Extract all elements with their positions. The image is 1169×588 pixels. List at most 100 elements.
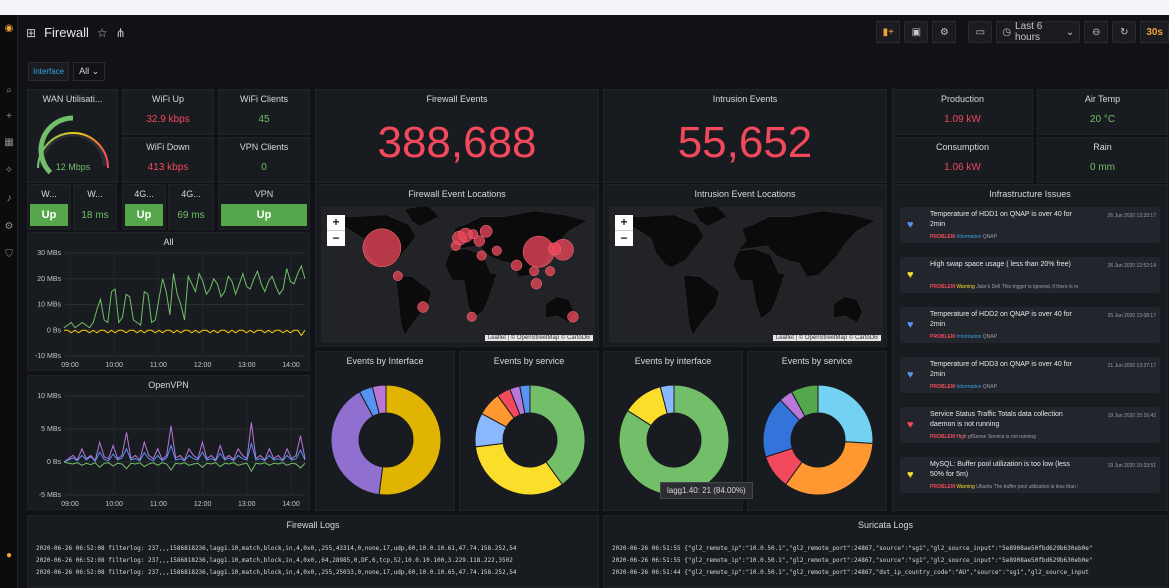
variable-select[interactable]: All ⌄ [73,62,106,81]
panel-wan-latency[interactable]: W... 18 ms [73,184,117,230]
intrusion-map[interactable]: + − Leaflet | © OpenStreetMap © CartoDB [609,207,883,343]
map-marker[interactable] [476,250,487,261]
panel-production[interactable]: Production 1.09 kW [892,89,1033,135]
pie-slice[interactable] [474,442,564,496]
panel-infrastructure-issues[interactable]: Infrastructure Issues ♥ Temperature of HD… [892,184,1168,511]
star-icon[interactable]: ☆ [96,25,108,40]
log-line[interactable]: 2020-06-26 06:52:08 filterlog: 237,,,158… [36,557,513,564]
refresh-button[interactable]: ↻ [1112,21,1137,43]
time-picker-button[interactable]: ◷ Last 6 hours ⌄ [996,21,1081,43]
map-attribution[interactable]: Leaflet | © OpenStreetMap © CartoDB [484,335,593,341]
panel-intrusion-events[interactable]: Intrusion Events 55,652 [603,89,887,183]
firewall-map[interactable]: + − Leaflet | © OpenStreetMap © CartoDB [321,207,595,343]
issue-item[interactable]: ♥ Temperature of HDD3 on QNAP is over 40 … [900,357,1160,393]
dashboard-settings-button[interactable]: ⚙ [932,21,957,43]
panel-4g-latency[interactable]: 4G... 69 ms [168,184,214,230]
pie-slice[interactable] [330,391,384,496]
refresh-interval-button[interactable]: 30s [1140,21,1169,43]
pie-slice[interactable] [659,384,675,415]
panel-wan-utilisation[interactable]: WAN Utilisati... 12 Mbps [27,89,118,183]
map-marker[interactable] [548,242,561,256]
issue-item[interactable]: ♥ Service Status Traffic Totals data coll… [900,407,1160,443]
x-tick-label: 14:00 [282,362,300,369]
panel-wifi-up[interactable]: WiFi Up 32.9 kbps [122,89,214,135]
map-marker[interactable] [473,235,485,247]
issue-item[interactable]: ♥ Temperature of HDD2 on QNAP is over 40 … [900,307,1160,343]
zoom-out-button[interactable]: − [327,230,345,246]
issue-item[interactable]: ♥ MySQL: Buffer pool utilization is too l… [900,457,1160,493]
pie-slice[interactable] [790,384,819,418]
zoom-out-button[interactable]: − [615,230,633,246]
map-marker[interactable] [567,311,579,323]
dashboard-title[interactable]: Firewall [44,25,89,40]
map-marker[interactable] [362,228,402,268]
panel-openvpn-graph[interactable]: OpenVPN 10 MBs 5 MBs 0 Bs -5 MBs 09:00 10:00 1… [27,375,310,510]
map-attribution[interactable]: Leaflet | © OpenStreetMap © CartoDB [772,335,881,341]
panel-suricata-logs[interactable]: Suricata Logs 2020-06-26 06:51:55 {"gl2_… [603,515,1168,588]
log-line[interactable]: 2020-06-26 06:51:44 {"gl2_remote_ip":"10… [612,569,1089,576]
panel-events-by-interface-1[interactable]: Events by Interface [315,351,455,511]
log-line[interactable]: 2020-06-26 06:52:08 filterlog: 237,,,158… [36,545,517,552]
log-line[interactable]: 2020-06-26 06:51:55 {"gl2_remote_ip":"10… [612,557,1093,564]
panel-rain[interactable]: Rain 0 mm [1037,137,1168,183]
map-marker[interactable] [417,301,429,313]
issue-severity: Information [956,384,982,390]
pie-slice[interactable] [371,384,387,415]
panel-consumption[interactable]: Consumption 1.06 kW [892,137,1033,183]
panel-wifi-clients[interactable]: WiFi Clients 45 [218,89,310,135]
status-up-badge: Up [125,204,163,226]
shield-icon[interactable]: ⛉ [5,249,13,260]
save-dashboard-button[interactable]: ▣ [904,21,929,43]
zoom-in-button[interactable]: + [620,215,628,229]
panel-all-graph[interactable]: All 30 MBs 20 MBs 10 MBs 0 Bs -10 MBs 09:00 10… [27,232,310,371]
panel-events-by-service-2[interactable]: Events by service [747,351,887,511]
zoom-in-button[interactable]: + [332,215,340,229]
panel-firewall-logs[interactable]: Firewall Logs 2020-06-26 06:52:08 filter… [27,515,599,588]
map-marker[interactable] [530,278,543,290]
pie-slice[interactable] [618,384,730,496]
panel-vpn-clients[interactable]: VPN Clients 0 [218,137,310,183]
map-marker[interactable] [529,266,540,277]
heart-icon: ♥ [907,219,914,231]
panel-wan-status[interactable]: W... Up [27,184,71,230]
issue-item[interactable]: ♥ Temperature of HDD1 on QNAP is over 40 … [900,207,1160,243]
cycle-view-mode-button[interactable]: ▭ [968,21,993,43]
create-icon[interactable]: + [6,111,12,122]
grafana-logo-icon[interactable]: ◉ [4,23,14,34]
search-icon[interactable]: ⌕ [6,85,12,96]
explore-icon[interactable]: ✧ [4,165,14,176]
consumption-value: 1.06 kW [944,162,981,173]
map-marker[interactable] [491,245,502,256]
map-marker[interactable] [510,259,523,271]
log-line[interactable]: 2020-06-26 06:52:08 filterlog: 237,,,158… [36,569,517,576]
issue-item[interactable]: ♥ High swap space usage ( less than 20% f… [900,257,1160,293]
user-avatar-icon[interactable]: ● [5,550,13,561]
panel-firewall-events[interactable]: Firewall Events 388,688 [315,89,599,183]
map-marker[interactable] [479,224,493,238]
map-marker[interactable] [466,311,477,322]
panel-wifi-down[interactable]: WiFi Down 413 kbps [122,137,214,183]
panel-firewall-event-locations[interactable]: Firewall Event Locations + − Leaflet | © … [315,184,599,347]
map-marker[interactable] [468,229,479,240]
pie-slice[interactable] [519,384,531,415]
panel-intrusion-event-locations[interactable]: Intrusion Event Locations + − Leaflet | ©… [603,184,887,347]
configuration-icon[interactable]: ⚙ [4,221,14,232]
dashboards-icon[interactable]: ▦ [4,137,14,148]
map-marker[interactable] [545,266,556,277]
alerting-icon[interactable]: ♪ [6,193,12,204]
log-line[interactable]: 2020-06-26 06:51:55 {"gl2_remote_ip":"10… [612,545,1093,552]
zoom-out-button[interactable]: ⊖ [1084,21,1109,43]
share-icon[interactable]: ⋔ [115,25,126,40]
map-marker[interactable] [450,240,461,251]
pie-slice[interactable] [529,384,586,486]
pie-slice[interactable] [784,441,874,496]
panel-title: VPN Clients [239,142,289,152]
pie-slice[interactable] [817,384,874,444]
panel-vpn-status[interactable]: VPN Up [218,184,310,230]
add-panel-button[interactable]: ▮+ [876,21,901,43]
pie-slice[interactable] [378,384,442,496]
panel-events-by-service-1[interactable]: Events by service [459,351,599,511]
panel-4g-status[interactable]: 4G... Up [122,184,166,230]
panel-air-temp[interactable]: Air Temp 20 °C [1037,89,1168,135]
map-marker[interactable] [392,271,403,281]
